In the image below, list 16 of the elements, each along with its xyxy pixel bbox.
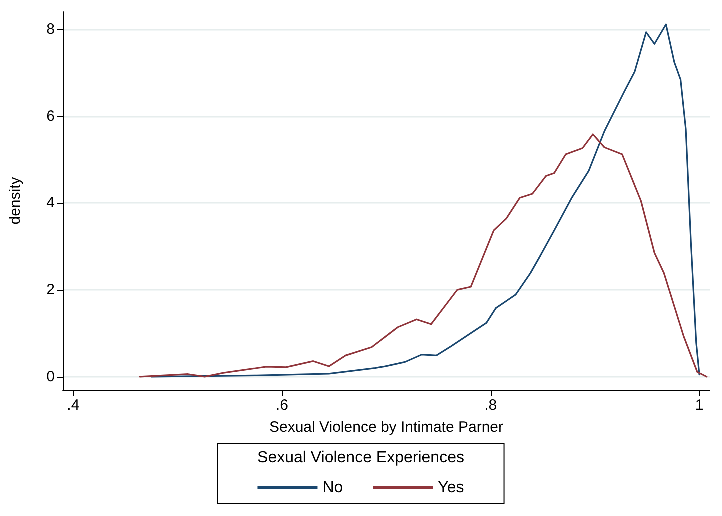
y-axis-title: density [7,176,24,225]
x-tick-label: .8 [484,397,498,414]
legend-label: Yes [438,480,464,496]
y-tick-label: 0 [46,368,55,386]
legend-label: No [322,480,344,496]
x-tick-label: 1 [695,397,704,414]
x-axis-title: Sexual Violence by Intimate Parner [269,419,504,436]
y-tick-label: 4 [46,194,55,212]
line-series [139,134,708,378]
legend-title: Sexual Violence Experiences [258,450,464,466]
y-tick-label: 6 [46,108,55,125]
x-tick-label: .6 [276,397,288,414]
line-series [150,24,700,378]
y-tick-label: 8 [46,20,55,38]
y-tick-label: 2 [46,282,55,299]
x-tick-label: .4 [67,397,80,414]
